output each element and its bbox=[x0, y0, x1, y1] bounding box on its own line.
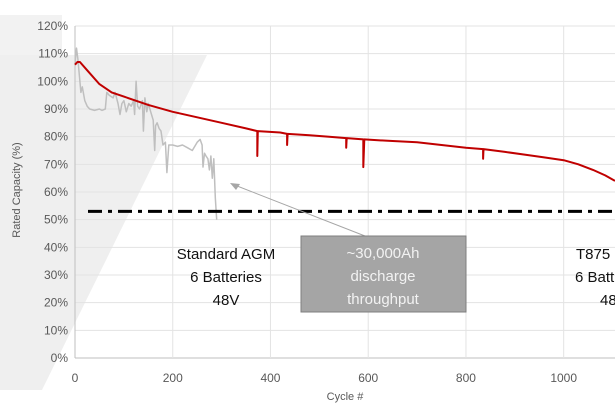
agm-label-line2: 6 Batteries bbox=[190, 269, 262, 286]
x-tick-label: 200 bbox=[163, 371, 183, 385]
y-tick-label: 110% bbox=[38, 47, 68, 61]
x-tick-label: 400 bbox=[260, 371, 280, 385]
y-tick-label: 10% bbox=[44, 323, 68, 337]
y-tick-label: 120% bbox=[37, 19, 68, 33]
y-tick-label: 60% bbox=[44, 185, 68, 199]
t875-series-line bbox=[74, 61, 615, 182]
arrowhead-icon bbox=[230, 183, 240, 190]
t875-label-line1: T875 bbox=[576, 246, 610, 263]
y-tick-label: 70% bbox=[44, 157, 68, 171]
callout-line1: ~30,000Ah bbox=[347, 245, 420, 262]
t875-label-line3: 48 bbox=[600, 292, 615, 309]
annotation-arrow-line bbox=[231, 183, 366, 237]
x-tick-label: 0 bbox=[72, 371, 79, 385]
background-parallelogram bbox=[0, 55, 207, 390]
gridlines bbox=[74, 25, 615, 359]
y-tick-label: 90% bbox=[44, 102, 68, 116]
agm-series-line bbox=[74, 47, 218, 220]
y-tick-label: 0% bbox=[51, 351, 69, 365]
y-axis-label: Rated Capacity (%) bbox=[11, 142, 23, 237]
series-lines bbox=[74, 47, 615, 220]
background-shapes bbox=[0, 15, 207, 390]
y-tick-label: 30% bbox=[44, 268, 68, 282]
x-tick-label: 800 bbox=[456, 371, 476, 385]
y-tick-labels: 0% 10% 20% 30% 40% 50% 60% 70% 80% 90% 100% 110% 120… bbox=[37, 19, 68, 365]
callout-box bbox=[300, 235, 467, 313]
y-tick-label: 20% bbox=[44, 296, 68, 310]
t875-annotation: T875 6 Batt 48 bbox=[575, 246, 615, 309]
throughput-callout: ~30,000Ah discharge throughput bbox=[300, 235, 467, 313]
agm-label-line3: 48V bbox=[213, 292, 240, 309]
y-tick-label: 80% bbox=[44, 130, 68, 144]
y-tick-label: 40% bbox=[44, 240, 68, 254]
callout-line2: discharge bbox=[350, 268, 415, 285]
agm-annotation: Standard AGM 6 Batteries 48V bbox=[177, 246, 275, 309]
callout-line3: throughput bbox=[347, 291, 420, 308]
x-tick-label: 1000 bbox=[550, 371, 577, 385]
t875-label-line2: 6 Batt bbox=[575, 269, 615, 286]
x-tick-label: 600 bbox=[358, 371, 378, 385]
y-tick-label: 50% bbox=[44, 213, 68, 227]
x-tick-labels: 0 200 400 600 800 1000 bbox=[72, 371, 578, 385]
x-axis-label: Cycle # bbox=[327, 391, 365, 403]
y-tick-label: 100% bbox=[37, 74, 68, 88]
agm-label-line1: Standard AGM bbox=[177, 246, 275, 263]
